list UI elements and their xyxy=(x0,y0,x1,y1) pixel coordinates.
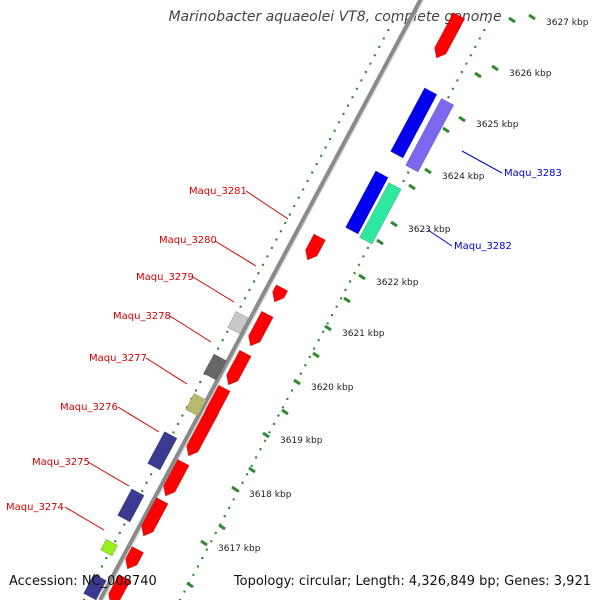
cds-red-2 xyxy=(141,497,169,537)
tick-label: 3620 kbp xyxy=(311,383,354,393)
gene-label: Maqu_3280 xyxy=(159,235,217,246)
callout-line xyxy=(245,190,289,220)
major-tick xyxy=(424,167,432,175)
cds-lime xyxy=(100,538,119,557)
outer-tick xyxy=(248,466,256,474)
major-tick xyxy=(231,485,239,493)
tick-label: 3625 kbp xyxy=(476,120,519,130)
outer-tick xyxy=(376,238,384,246)
outer-tick xyxy=(442,126,450,134)
gene-label: Maqu_3276 xyxy=(60,402,118,413)
gene-label: Maqu_3275 xyxy=(32,457,90,468)
major-tick xyxy=(458,115,466,123)
gene-label: Maqu_3274 xyxy=(6,502,64,513)
tick-label: 3617 kbp xyxy=(218,544,261,554)
tick-label: 3622 kbp xyxy=(376,278,419,288)
callout-line xyxy=(427,229,453,247)
outer-tick xyxy=(408,183,416,191)
cds-navy-a xyxy=(83,573,107,600)
gene-label: Maqu_3283 xyxy=(504,168,562,179)
tick-label: 3623 kbp xyxy=(408,225,451,235)
outer-tick xyxy=(474,71,482,79)
cds-blue-b xyxy=(390,87,438,159)
tick-label: 3621 kbp xyxy=(342,329,385,339)
major-tick xyxy=(390,220,398,228)
outer-tick xyxy=(312,351,320,359)
cds-red-7 xyxy=(248,310,274,347)
cds-aqua xyxy=(359,182,402,245)
cds-darkgray xyxy=(203,353,227,381)
major-tick xyxy=(491,64,499,72)
tick-label: 3618 kbp xyxy=(249,490,292,500)
callout-line xyxy=(117,406,160,433)
cds-blue-a xyxy=(345,170,389,235)
cds-red-5 xyxy=(205,384,231,421)
cds-lightgray xyxy=(227,311,249,335)
cds-olive xyxy=(185,393,207,417)
gene-label: Maqu_3281 xyxy=(189,186,247,197)
major-tick xyxy=(293,378,301,386)
backbone xyxy=(98,0,423,600)
callout-line xyxy=(214,240,257,267)
tick-label: 3626 kbp xyxy=(509,69,552,79)
major-tick xyxy=(358,273,366,281)
gene-label: Maqu_3278 xyxy=(113,311,171,322)
gene-label: Maqu_3282 xyxy=(454,241,512,252)
callout-line xyxy=(461,150,503,174)
cds-red-9 xyxy=(305,233,326,261)
backbone-highlight xyxy=(102,0,424,600)
cds-red-8 xyxy=(272,284,289,303)
major-tick xyxy=(528,13,536,21)
outer-tick xyxy=(281,408,289,416)
cds-red-3 xyxy=(163,458,190,497)
cds-red-10 xyxy=(434,12,466,59)
map-title: Marinobacter aquaeolei VT8, complete gen… xyxy=(168,9,502,25)
outer-tick xyxy=(508,16,516,24)
cds-navy-c xyxy=(147,431,178,471)
major-tick xyxy=(262,431,270,439)
callout-line xyxy=(145,357,188,385)
cds-red-0 xyxy=(108,574,131,600)
cds-lavender xyxy=(405,97,455,173)
callout-line xyxy=(169,315,212,343)
major-tick xyxy=(200,539,208,547)
outer-tick xyxy=(218,523,226,531)
outer-tick xyxy=(186,581,194,589)
callout-line xyxy=(64,506,105,531)
cds-navy-b xyxy=(117,488,145,523)
accession-text: Accession: NC_008740 xyxy=(9,574,157,589)
tick-label: 3624 kbp xyxy=(442,172,485,182)
outer-tick xyxy=(343,296,351,304)
tick-label: 3627 kbp xyxy=(546,18,589,28)
genome-summary-text: Topology: circular; Length: 4,326,849 bp… xyxy=(233,574,591,589)
callout-line xyxy=(87,461,130,487)
callout-line xyxy=(192,276,235,303)
cds-red-1 xyxy=(125,546,145,570)
tick-label: 3619 kbp xyxy=(280,436,323,446)
gene-label: Maqu_3279 xyxy=(136,272,194,283)
cds-red-6 xyxy=(226,349,252,386)
gene-label: Maqu_3277 xyxy=(89,353,147,364)
major-tick xyxy=(324,324,332,332)
